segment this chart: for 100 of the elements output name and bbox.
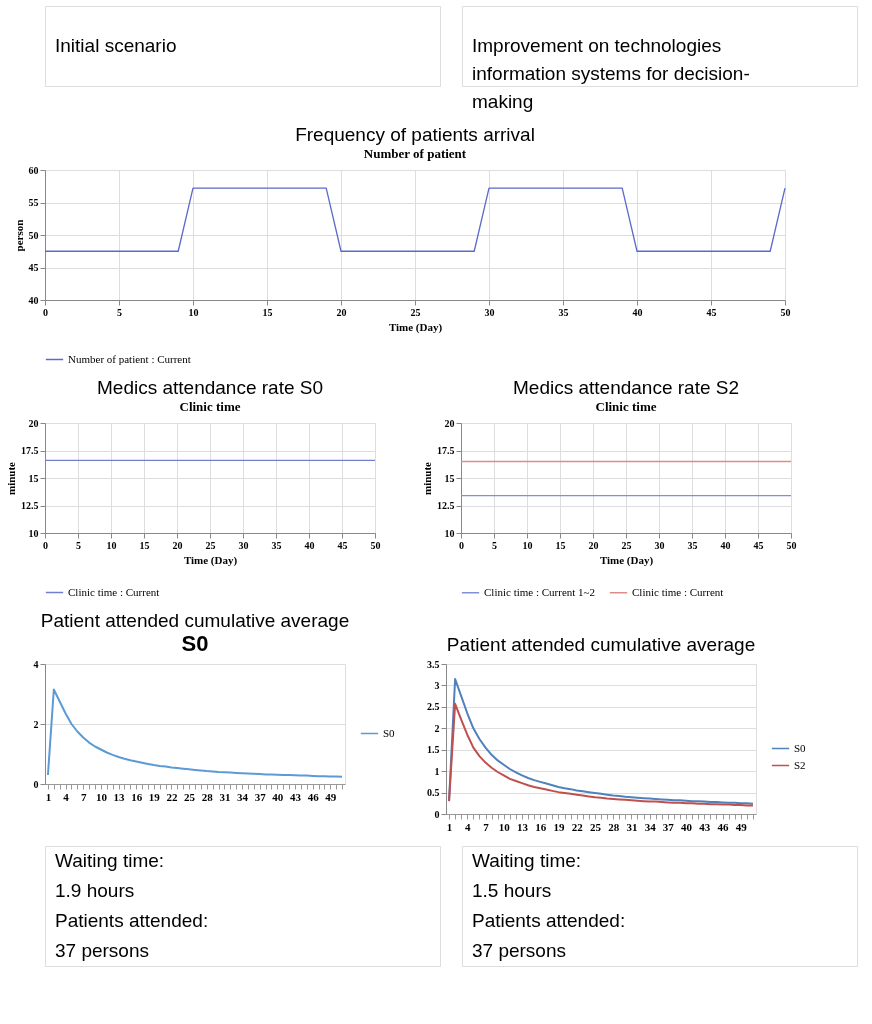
x-tick-label: 34	[237, 790, 249, 803]
x-tick-label: 50	[780, 306, 791, 318]
text: 1.5 hours	[472, 880, 552, 901]
y-tick-label: 2.5	[427, 701, 440, 713]
x-tick-label: 28	[201, 790, 214, 803]
x-tick-label: 5	[492, 539, 497, 551]
chart-subtitle: Clinic time	[595, 399, 657, 414]
chart-title: Patient attended cumulative average	[40, 610, 350, 631]
chart-title: Frequency of patients arrival	[295, 124, 535, 145]
x-tick-label: 15	[139, 539, 150, 551]
legend-label: Clinic time : Current	[632, 585, 724, 598]
x-tick-label: 22	[571, 820, 584, 833]
x-tick-label: 10	[95, 790, 108, 803]
y-axis-title: minute	[421, 461, 433, 495]
x-tick-label: 46	[307, 790, 320, 803]
x-tick-label: 25	[621, 539, 632, 551]
text: 37 persons	[472, 940, 567, 961]
x-tick-label: 20	[588, 539, 599, 551]
text: Initial scenario	[55, 35, 177, 56]
x-tick-label: 4	[63, 790, 70, 803]
x-tick-label: 19	[553, 820, 565, 833]
x-tick-label: 25	[410, 306, 421, 318]
x-tick-label: 0	[43, 306, 48, 318]
x-tick-label: 25	[589, 820, 602, 833]
x-tick-label: 35	[687, 539, 698, 551]
x-tick-label: 46	[717, 820, 730, 833]
x-tick-label: 10	[106, 539, 117, 551]
x-tick-label: 45	[753, 539, 764, 551]
y-tick-label: 20	[28, 417, 39, 429]
x-tick-label: 25	[184, 790, 196, 803]
x-axis-title: Time (Day)	[183, 553, 238, 567]
x-tick-label: 31	[219, 790, 231, 803]
y-tick-label: 3	[434, 679, 440, 691]
x-axis-title: Time (Day)	[599, 553, 654, 567]
chart-title: Patient attended cumulative average	[446, 634, 756, 655]
line-series	[46, 688, 344, 778]
x-tick-label: 30	[654, 539, 665, 551]
x-tick-label: 43	[290, 790, 302, 803]
x-tick-label: 30	[484, 306, 495, 318]
text: 1.9 hours	[55, 880, 135, 901]
y-tick-label: 0	[434, 808, 440, 820]
y-tick-label: 4	[33, 658, 39, 670]
x-tick-label: 16	[131, 790, 143, 803]
x-tick-label: 0	[459, 539, 464, 551]
x-tick-label: 43	[699, 820, 711, 833]
line-series	[448, 702, 754, 807]
x-tick-label: 1	[45, 790, 52, 803]
x-tick-label: 40	[304, 539, 315, 551]
x-tick-label: 45	[337, 539, 348, 551]
x-tick-label: 28	[608, 820, 620, 833]
x-tick-label: 15	[262, 306, 273, 318]
y-axis-title: person	[12, 219, 25, 252]
x-tick-label: 15	[555, 539, 566, 551]
x-tick-label: 31	[626, 820, 638, 833]
x-tick-label: 40	[632, 306, 643, 318]
y-tick-label: 17.5	[21, 445, 39, 456]
y-tick-label: 2	[434, 722, 440, 734]
text: Improvement on technologies information systems for decision-making	[472, 35, 750, 112]
x-axis-title: Time (Day)	[388, 320, 443, 334]
x-tick-label: 7	[80, 790, 87, 803]
x-tick-label: 40	[681, 820, 693, 833]
x-tick-label: 4	[465, 820, 472, 833]
chart-title: Medics attendance rate S2	[512, 377, 740, 398]
y-tick-label: 15	[444, 472, 455, 484]
text: Waiting time:	[472, 850, 582, 871]
x-tick-label: 0	[43, 539, 48, 551]
x-tick-label: 34	[644, 820, 657, 833]
x-tick-label: 49	[735, 820, 748, 833]
y-tick-label: 12.5	[21, 500, 39, 511]
x-tick-label: 13	[113, 790, 126, 803]
x-tick-label: 40	[272, 790, 284, 803]
x-tick-label: 22	[166, 790, 178, 803]
x-tick-label: 37	[662, 820, 675, 833]
y-tick-label: 20	[444, 417, 455, 429]
line-series	[448, 678, 754, 805]
text: Waiting time:	[55, 850, 165, 871]
x-tick-label: 35	[271, 539, 282, 551]
x-tick-label: 16	[535, 820, 547, 833]
x-tick-label: 10	[498, 820, 511, 833]
y-tick-label: 1	[434, 765, 440, 777]
chart-subtitle: Clinic time	[179, 399, 241, 414]
x-tick-label: 13	[516, 820, 529, 833]
y-tick-label: 40	[28, 294, 39, 306]
x-tick-label: 45	[706, 306, 717, 318]
x-tick-label: 50	[786, 539, 797, 551]
x-tick-label: 5	[76, 539, 81, 551]
text: Patients attended:	[55, 910, 209, 931]
y-tick-label: 55	[28, 197, 39, 208]
chart-subtitle: S0	[181, 631, 209, 656]
x-tick-label: 25	[205, 539, 216, 551]
chart-subtitle: Number of patient	[363, 146, 467, 161]
x-tick-label: 10	[522, 539, 533, 551]
x-tick-label: 40	[720, 539, 731, 551]
x-tick-label: 37	[254, 790, 267, 803]
x-tick-label: 10	[188, 306, 199, 318]
legend-label: Clinic time : Current 1~2	[484, 585, 596, 598]
legend-label: S0	[383, 726, 396, 739]
x-tick-label: 35	[558, 306, 569, 318]
y-tick-label: 10	[28, 527, 39, 539]
y-tick-label: 10	[444, 527, 455, 539]
